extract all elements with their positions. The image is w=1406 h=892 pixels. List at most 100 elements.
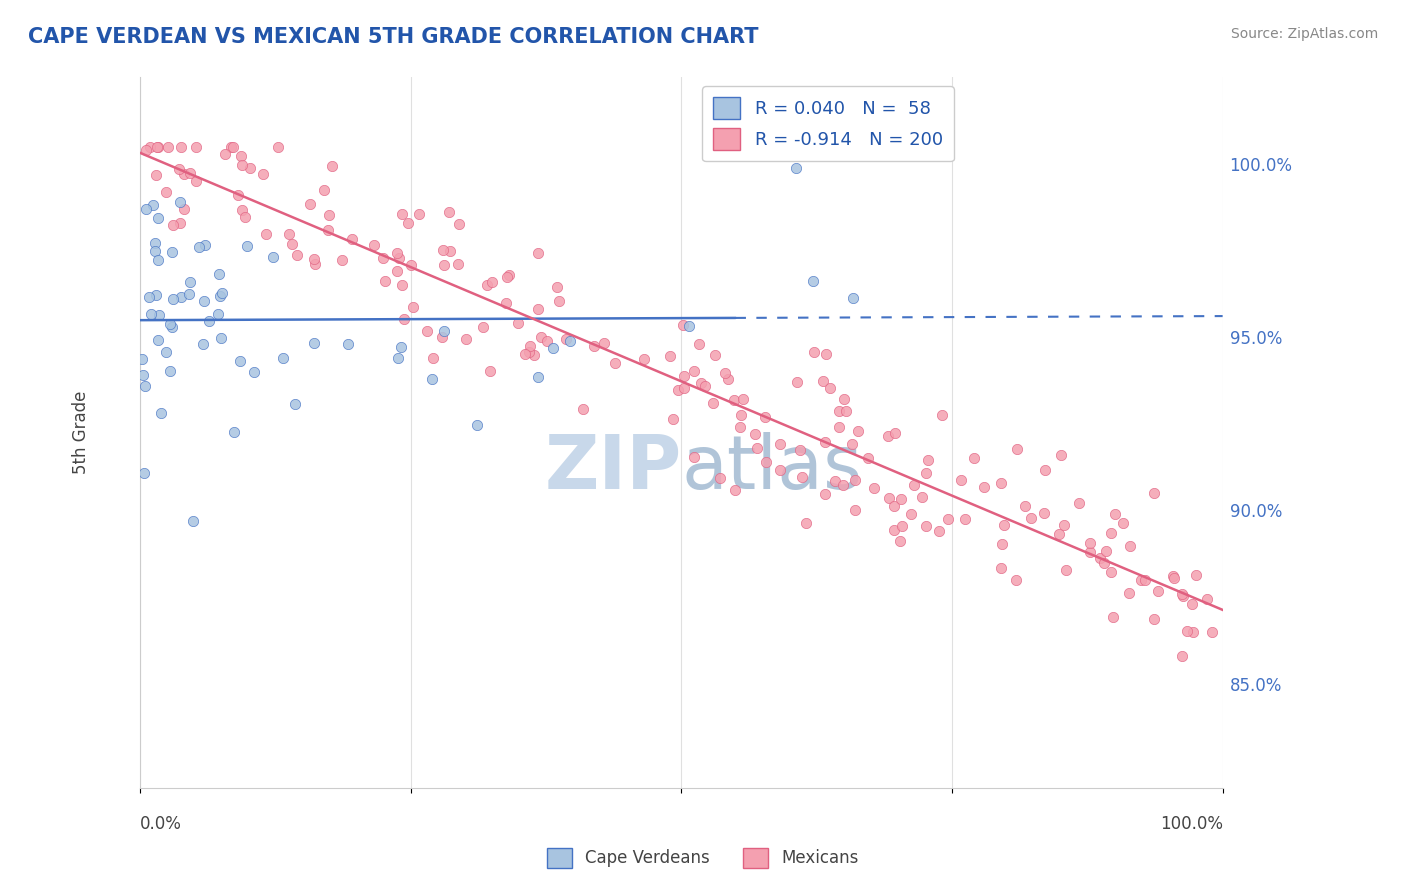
Point [547, 294, 569, 309]
Point [801, 274, 824, 288]
Point [824, 474, 846, 488]
Point [221, 139, 243, 153]
Point [724, 483, 747, 497]
Point [668, 383, 690, 397]
Point [156, 139, 179, 153]
Point [683, 364, 706, 378]
Point [953, 512, 976, 526]
Point [818, 381, 841, 395]
Point [990, 537, 1012, 551]
Point [1049, 526, 1071, 541]
Point [304, 335, 326, 350]
Point [877, 429, 900, 443]
Point [832, 477, 855, 491]
Point [508, 316, 530, 330]
Point [162, 218, 184, 232]
Point [439, 244, 461, 259]
Point [267, 139, 290, 153]
Point [1133, 574, 1156, 588]
Point [554, 333, 576, 347]
Point [662, 411, 685, 425]
Point [271, 351, 294, 365]
Point [1033, 463, 1056, 477]
Point [1181, 597, 1204, 611]
Point [160, 244, 183, 259]
Point [856, 451, 879, 466]
Point [214, 146, 236, 161]
Point [1094, 544, 1116, 558]
Point [371, 251, 394, 265]
Point [1092, 556, 1115, 570]
Point [298, 197, 321, 211]
Point [252, 168, 274, 182]
Point [723, 393, 745, 408]
Point [990, 475, 1012, 490]
Point [883, 499, 905, 513]
Point [1052, 518, 1074, 533]
Point [915, 519, 938, 533]
Point [716, 372, 738, 386]
Point [583, 338, 606, 352]
Point [181, 514, 204, 528]
Point [229, 149, 252, 163]
Point [572, 401, 595, 416]
Point [231, 158, 253, 172]
Point [162, 292, 184, 306]
Point [389, 340, 412, 354]
Point [1005, 573, 1028, 587]
Point [170, 290, 193, 304]
Point [312, 183, 335, 197]
Point [993, 517, 1015, 532]
Point [146, 211, 169, 226]
Point [928, 524, 950, 538]
Point [659, 350, 682, 364]
Point [396, 216, 419, 230]
Legend: Cape Verdeans, Mexicans: Cape Verdeans, Mexicans [540, 841, 866, 875]
Point [1142, 486, 1164, 500]
Point [159, 364, 181, 378]
Point [1112, 516, 1135, 530]
Text: 5th Grade: 5th Grade [72, 391, 90, 475]
Point [391, 207, 413, 221]
Point [963, 450, 986, 465]
Point [363, 237, 385, 252]
Point [827, 404, 849, 418]
Text: ZIP: ZIP [544, 432, 682, 505]
Point [841, 437, 863, 451]
Point [131, 351, 153, 366]
Point [160, 320, 183, 334]
Point [159, 318, 181, 332]
Point [447, 256, 470, 270]
Point [832, 392, 855, 407]
Point [728, 420, 751, 434]
Point [690, 376, 713, 390]
Point [1078, 536, 1101, 550]
Point [530, 329, 553, 343]
Point [672, 318, 695, 332]
Point [702, 396, 724, 410]
Point [387, 246, 409, 260]
Point [495, 296, 517, 310]
Point [789, 443, 811, 458]
Point [769, 436, 792, 450]
Point [146, 139, 169, 153]
Point [169, 139, 191, 153]
Point [842, 291, 865, 305]
Point [973, 480, 995, 494]
Point [184, 139, 207, 153]
Point [207, 307, 229, 321]
Point [142, 197, 165, 211]
Point [135, 202, 157, 217]
Point [302, 252, 325, 267]
Point [226, 188, 249, 202]
Point [813, 374, 835, 388]
Point [1005, 442, 1028, 457]
Point [1171, 648, 1194, 663]
Point [236, 239, 259, 253]
Point [208, 267, 231, 281]
Point [814, 347, 837, 361]
Point [316, 223, 339, 237]
Point [917, 452, 939, 467]
Point [209, 330, 232, 344]
Point [931, 408, 953, 422]
